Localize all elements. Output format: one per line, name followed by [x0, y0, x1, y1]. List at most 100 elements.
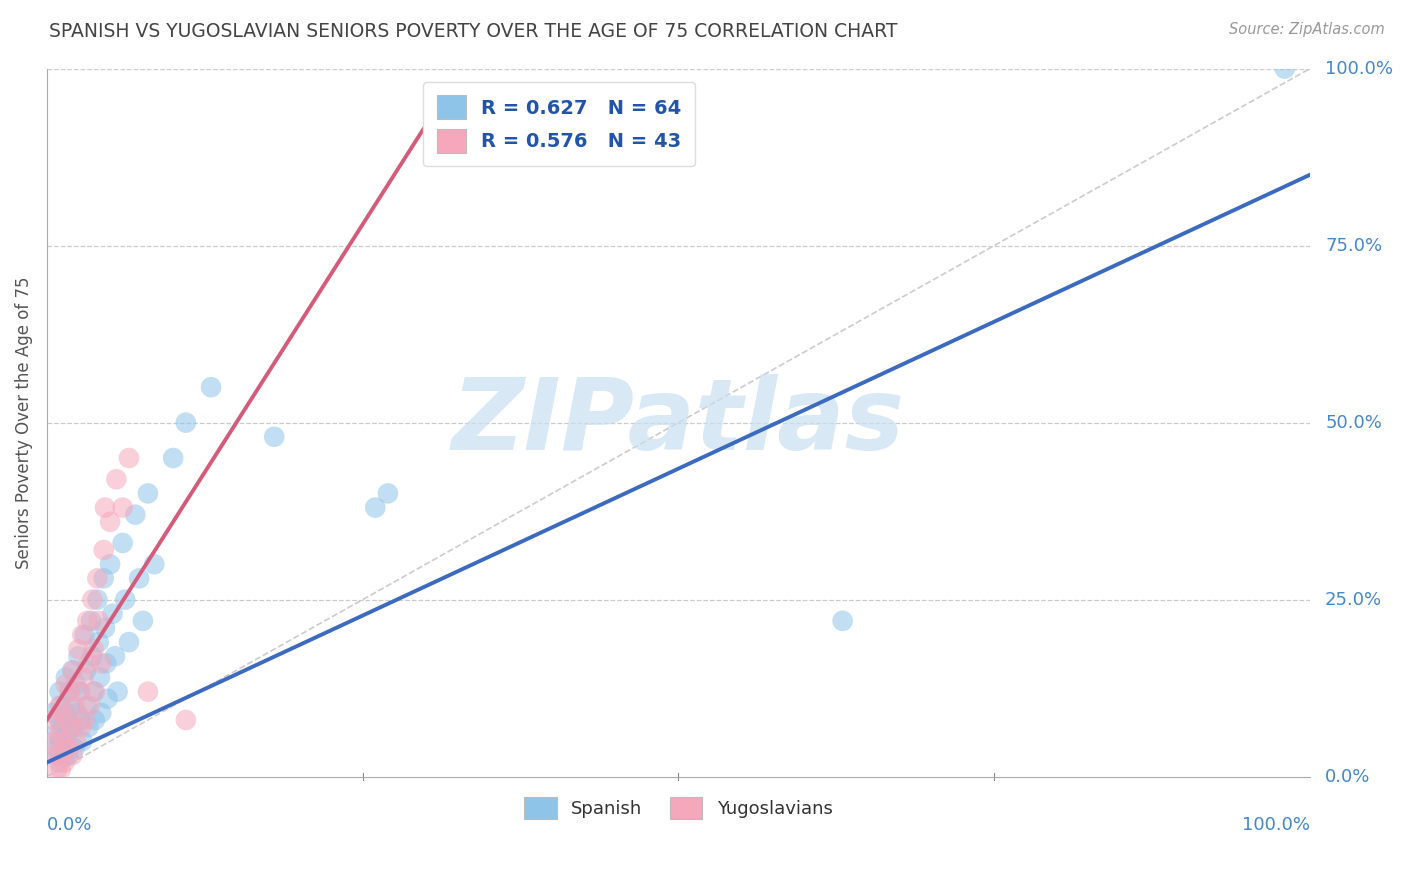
Point — [53, 748, 76, 763]
Point — [70, 720, 93, 734]
Point — [48, 756, 70, 770]
Point — [48, 748, 70, 763]
Point — [59, 720, 82, 734]
Point — [60, 698, 83, 713]
Point — [49, 763, 72, 777]
Point — [96, 657, 118, 671]
Point — [132, 614, 155, 628]
Point — [114, 592, 136, 607]
Point — [111, 536, 134, 550]
Text: 50.0%: 50.0% — [1324, 414, 1382, 432]
Point — [67, 642, 90, 657]
Point — [58, 741, 80, 756]
Point — [143, 558, 166, 572]
Point — [48, 698, 70, 713]
Point — [94, 500, 117, 515]
Text: 0.0%: 0.0% — [46, 815, 93, 833]
Point — [98, 515, 121, 529]
Point — [70, 713, 93, 727]
Point — [51, 720, 73, 734]
Point — [118, 635, 141, 649]
Point — [73, 713, 96, 727]
Point — [80, 614, 103, 628]
Point — [59, 684, 82, 698]
Point — [96, 691, 118, 706]
Point — [55, 677, 77, 691]
Point — [65, 734, 87, 748]
Point — [82, 592, 104, 607]
Text: SPANISH VS YUGOSLAVIAN SENIORS POVERTY OVER THE AGE OF 75 CORRELATION CHART: SPANISH VS YUGOSLAVIAN SENIORS POVERTY O… — [49, 22, 897, 41]
Point — [98, 558, 121, 572]
Text: ZIPatlas: ZIPatlas — [451, 374, 905, 471]
Point — [93, 571, 115, 585]
Point — [62, 720, 84, 734]
Point — [101, 607, 124, 621]
Point — [67, 649, 90, 664]
Point — [79, 698, 101, 713]
Point — [83, 642, 105, 657]
Point — [65, 677, 87, 691]
Point — [48, 684, 70, 698]
Point — [107, 684, 129, 698]
Text: 25.0%: 25.0% — [1324, 591, 1382, 608]
Point — [52, 734, 75, 748]
Point — [128, 571, 150, 585]
Point — [831, 614, 853, 628]
Text: 75.0%: 75.0% — [1324, 236, 1382, 254]
Point — [69, 684, 91, 698]
Text: 100.0%: 100.0% — [1324, 60, 1393, 78]
Point — [174, 416, 197, 430]
Point — [377, 486, 399, 500]
Point — [44, 734, 66, 748]
Text: Source: ZipAtlas.com: Source: ZipAtlas.com — [1229, 22, 1385, 37]
Point — [94, 621, 117, 635]
Point — [48, 734, 70, 748]
Point — [83, 713, 105, 727]
Point — [1274, 62, 1296, 76]
Point — [60, 664, 83, 678]
Point — [48, 727, 70, 741]
Point — [77, 657, 100, 671]
Point — [136, 684, 159, 698]
Text: 0.0%: 0.0% — [1324, 768, 1371, 786]
Point — [46, 741, 69, 756]
Point — [90, 657, 112, 671]
Point — [75, 664, 97, 678]
Point — [76, 614, 98, 628]
Point — [55, 706, 77, 720]
Point — [72, 734, 94, 748]
Point — [66, 706, 89, 720]
Point — [46, 748, 69, 763]
Point — [87, 635, 110, 649]
Point — [364, 500, 387, 515]
Point — [60, 748, 83, 763]
Point — [49, 698, 72, 713]
Point — [52, 734, 75, 748]
Text: 100.0%: 100.0% — [1241, 815, 1310, 833]
Point — [63, 741, 86, 756]
Point — [136, 486, 159, 500]
Point — [104, 649, 127, 664]
Point — [73, 628, 96, 642]
Point — [86, 592, 108, 607]
Point — [93, 543, 115, 558]
Point — [62, 664, 84, 678]
Point — [59, 720, 82, 734]
Y-axis label: Seniors Poverty Over the Age of 75: Seniors Poverty Over the Age of 75 — [15, 277, 32, 569]
Point — [124, 508, 146, 522]
Point — [82, 649, 104, 664]
Point — [45, 727, 67, 741]
Point — [90, 706, 112, 720]
Point — [72, 671, 94, 685]
Point — [118, 450, 141, 465]
Point — [89, 671, 111, 685]
Point — [51, 706, 73, 720]
Point — [162, 450, 184, 465]
Point — [53, 756, 76, 770]
Point — [111, 500, 134, 515]
Point — [58, 748, 80, 763]
Point — [63, 698, 86, 713]
Point — [105, 472, 128, 486]
Point — [76, 698, 98, 713]
Point — [174, 713, 197, 727]
